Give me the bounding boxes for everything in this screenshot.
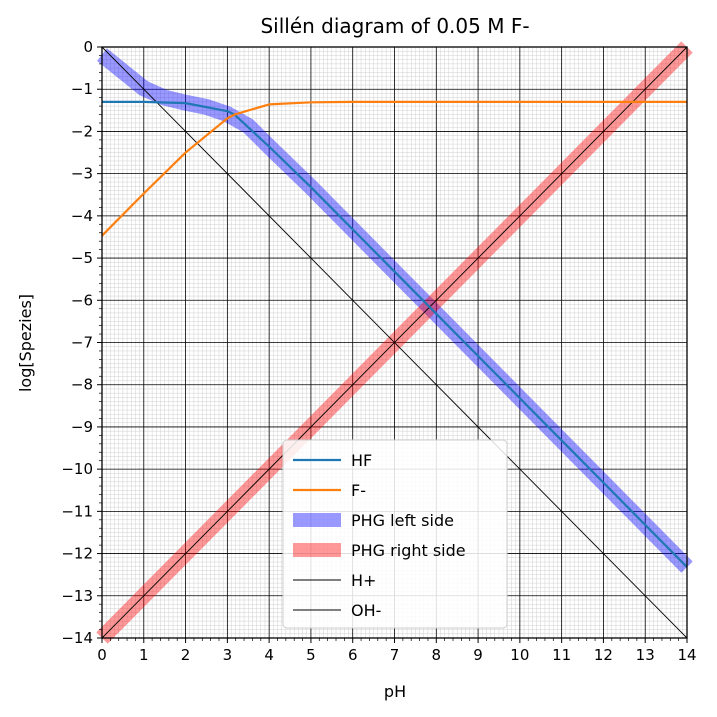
- y-tick-label: −9: [71, 418, 93, 436]
- x-tick-label: 1: [139, 646, 149, 664]
- x-tick-label: 3: [223, 646, 233, 664]
- x-tick-label: 14: [677, 646, 696, 664]
- y-axis-label: log[Spezies]: [16, 294, 35, 392]
- y-tick-label: −14: [61, 629, 93, 647]
- x-tick-label: 11: [552, 646, 571, 664]
- y-tick-label: −1: [71, 80, 93, 98]
- x-tick-label: 9: [473, 646, 483, 664]
- legend-label-h: H+: [351, 571, 376, 590]
- y-tick-label: −5: [71, 249, 93, 267]
- y-tick-label: −8: [71, 376, 93, 394]
- legend-label-f: F-: [351, 481, 366, 500]
- x-tick-label: 8: [432, 646, 442, 664]
- y-tick-label: −10: [61, 460, 93, 478]
- series-line-f: [101, 100, 687, 237]
- chart-title: Sillén diagram of 0.05 M F-: [260, 14, 529, 38]
- y-tick-label: 0: [83, 38, 93, 56]
- x-tick-label: 2: [181, 646, 191, 664]
- x-tick-label: 5: [306, 646, 316, 664]
- y-tick-label: −3: [71, 165, 93, 183]
- y-tick-label: −7: [71, 334, 93, 352]
- series-layer: [96, 41, 693, 644]
- legend: HF F- PHG left side PHG right side H+ OH-: [282, 439, 508, 629]
- x-tick-label: 0: [97, 646, 107, 664]
- series-line-oh: [101, 46, 688, 639]
- x-tick-label: 12: [594, 646, 613, 664]
- legend-box: [282, 439, 508, 629]
- y-tick-label: −2: [71, 122, 93, 140]
- x-axis-label: pH: [384, 682, 406, 701]
- series-line-hf: [102, 100, 688, 568]
- y-tick-label: −13: [61, 587, 93, 605]
- legend-label-hf: HF: [351, 451, 372, 470]
- legend-label-oh: OH-: [351, 601, 381, 620]
- y-tick-label: −6: [71, 291, 93, 309]
- legend-label-phg-right-side: PHG right side: [351, 541, 466, 560]
- y-tick-label: −4: [71, 207, 93, 225]
- x-tick-label: 6: [348, 646, 358, 664]
- x-tick-label: 10: [510, 646, 529, 664]
- x-tick-label: 13: [636, 646, 655, 664]
- y-tick-label: −11: [61, 502, 93, 520]
- x-tick-label: 4: [264, 646, 274, 664]
- y-tick-label: −12: [61, 545, 93, 563]
- x-tick-label: 7: [390, 646, 400, 664]
- axis-ticks: 0 1 2 3 4 5 6 7 8 9 10 11 12 13 140−1−2−3−4−5−6−7−8−9−…: [61, 38, 696, 664]
- legend-label-phg-left-side: PHG left side: [351, 511, 454, 530]
